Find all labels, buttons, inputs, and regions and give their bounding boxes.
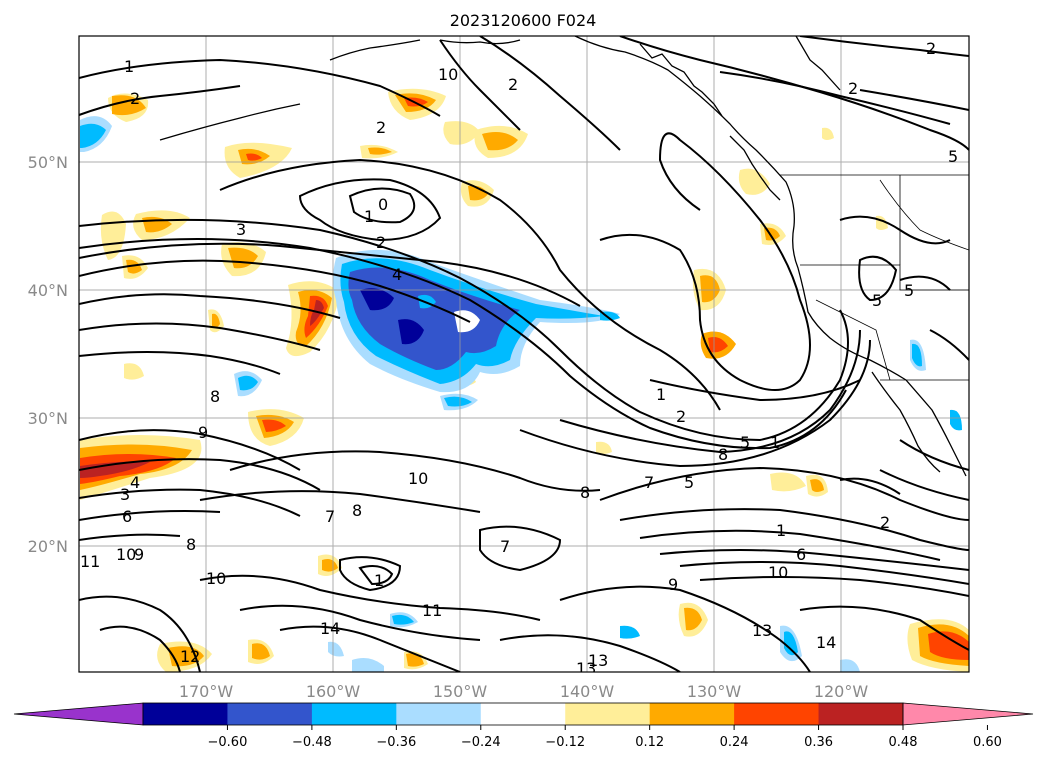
contour-label: 8: [352, 501, 362, 520]
contour-label: 13: [588, 651, 608, 670]
colorbar-tick-label: 0.48: [889, 735, 918, 750]
contour-label: 12: [180, 647, 200, 666]
colorbar-extend-left: [13, 702, 144, 726]
contour-label: 14: [816, 633, 836, 652]
contour-label: 2: [376, 118, 386, 137]
contour-label: 10: [116, 545, 136, 564]
lon-label: 140°W: [560, 682, 615, 701]
contour-label: 6: [122, 507, 132, 526]
contour-label: 7: [325, 507, 335, 526]
map-title: 2023120600 F024: [450, 11, 597, 30]
colorbar-tick-label: −0.60: [208, 735, 248, 750]
contour-label: 2: [880, 513, 890, 532]
lat-label: 30°N: [28, 409, 68, 428]
contour-label: 13: [752, 621, 772, 640]
contour-lines: [79, 36, 969, 672]
contour-label: 4: [130, 473, 140, 492]
contour-label: 11: [80, 552, 100, 571]
map-frame: [78, 35, 970, 673]
contour-label: 10: [206, 569, 226, 588]
contour-label: 1: [776, 521, 786, 540]
political-borders: [780, 174, 969, 381]
colorbar-segment: [396, 703, 482, 725]
contour-label: 3: [236, 220, 246, 239]
contour-label-group: 1 2 2 2 10 0 3 2 4 1 2 8 9 4 3 6 7 8 10 …: [80, 39, 958, 678]
lat-label: 20°N: [28, 537, 68, 556]
contour-label: 0: [378, 195, 388, 214]
lon-label: 120°W: [814, 682, 869, 701]
colorbar-tick-label: −0.36: [376, 735, 416, 750]
contour-label: 5: [904, 281, 914, 300]
colorbar-tick-label: 0.24: [720, 735, 749, 750]
contour-label: 7: [500, 537, 510, 556]
lat-label: 40°N: [28, 281, 68, 300]
contour-label: 14: [320, 619, 340, 638]
contour-label: 2: [508, 75, 518, 94]
contour-label: 3: [120, 485, 130, 504]
contour-label: 2: [130, 89, 140, 108]
contour-label: 11: [422, 601, 442, 620]
latitude-labels: 50°N 40°N 30°N 20°N: [28, 153, 68, 556]
contour-label: 1: [124, 57, 134, 76]
contour-label: 1: [656, 385, 666, 404]
colorbar-segment: [649, 703, 735, 725]
contour-label: 8: [580, 483, 590, 502]
colorbar-tick-label: −0.48: [292, 735, 332, 750]
longitude-labels: 170°W 160°W 150°W 140°W 130°W 120°W: [179, 682, 869, 701]
contour-label: 1: [374, 571, 384, 590]
lon-label: 130°W: [687, 682, 742, 701]
map-plot-area: 1 2 2 2 10 0 3 2 4 1 2 8 9 4 3 6 7 8 10 …: [79, 36, 969, 678]
colorbar-segment: [734, 703, 820, 725]
lon-label: 170°W: [179, 682, 234, 701]
colorbar-segment: [818, 703, 904, 725]
colorbar-tick-label: −0.24: [461, 735, 501, 750]
contour-label: 8: [210, 387, 220, 406]
colorbar: −0.60 −0.48 −0.36 −0.24 −0.12 0.12 0.24 0.36 0.4…: [13, 702, 1034, 750]
contour-label: 10: [408, 469, 428, 488]
contour-label: 2: [926, 39, 936, 58]
contour-label: 1: [364, 207, 374, 226]
lat-label: 50°N: [28, 153, 68, 172]
colorbar-segment: [480, 703, 566, 725]
contour-label: 4: [392, 265, 402, 284]
contour-label: 5: [872, 291, 882, 310]
contour-label: 6: [796, 545, 806, 564]
colorbar-tick-label: 0.12: [635, 735, 664, 750]
contour-label: 5: [684, 473, 694, 492]
contour-label: 5: [740, 433, 750, 452]
colorbar-segment: [565, 703, 651, 725]
colorbar-segment: [311, 703, 397, 725]
contour-label: 2: [676, 407, 686, 426]
contour-label: 9: [198, 423, 208, 442]
coastlines: [159, 36, 967, 477]
colorbar-segment: [143, 703, 228, 725]
lon-label: 160°W: [306, 682, 361, 701]
contour-label: 1: [770, 433, 780, 452]
colorbar-extend-right: [902, 702, 1034, 726]
colorbar-segment: [227, 703, 313, 725]
contour-label: 2: [376, 233, 386, 252]
colorbar-tick-label: 0.36: [804, 735, 833, 750]
contour-label: 8: [718, 445, 728, 464]
contour-label: 10: [768, 563, 788, 582]
contour-label: 5: [948, 147, 958, 166]
contour-label: 2: [848, 79, 858, 98]
contour-label: 10: [438, 65, 458, 84]
contour-label: 9: [134, 545, 144, 564]
colorbar-tick-label: −0.12: [545, 735, 585, 750]
colorbar-tick-label: 0.60: [973, 735, 1002, 750]
lon-label: 150°W: [433, 682, 488, 701]
contour-label: 7: [644, 473, 654, 492]
contour-label: 8: [186, 535, 196, 554]
contour-label: 9: [668, 575, 678, 594]
contour-label: 13: [576, 659, 596, 678]
